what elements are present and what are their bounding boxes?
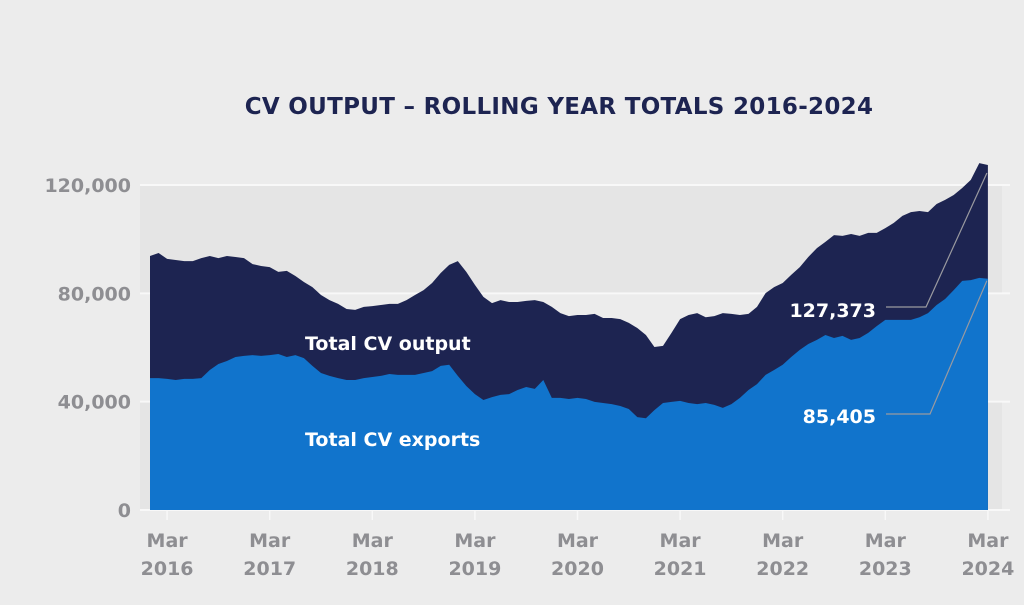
- x-tick-label-year: 2018: [346, 558, 399, 580]
- series-label-exports: Total CV exports: [305, 429, 480, 451]
- x-tick-label-year: 2016: [141, 558, 194, 580]
- series-label-output: Total CV output: [305, 333, 471, 355]
- y-tick-label: 0: [118, 500, 131, 522]
- x-tick-label-year: 2024: [961, 558, 1014, 580]
- leader-line-output: [886, 172, 988, 308]
- chart-title: CV OUTPUT – ROLLING YEAR TOTALS 2016-202…: [245, 94, 874, 120]
- plot-area: [150, 163, 988, 510]
- y-tick-label: 120,000: [44, 175, 131, 197]
- annotation-output-value: 127,373: [789, 300, 876, 322]
- x-tick-label-month: Mar: [557, 530, 599, 552]
- area-total-cv-exports: [150, 277, 988, 510]
- x-tick-label-month: Mar: [352, 530, 394, 552]
- x-tick-label-year: 2021: [654, 558, 707, 580]
- annotations: 127,373 85,405: [789, 172, 988, 428]
- x-tick-label-month: Mar: [660, 530, 702, 552]
- x-tick-label-month: Mar: [454, 530, 496, 552]
- x-tick-label-month: Mar: [865, 530, 907, 552]
- leader-line-exports: [886, 280, 988, 415]
- x-tick-label-year: 2019: [448, 558, 501, 580]
- x-axis: Mar 2016 Mar 2017 Mar 2018 Mar 2019 Mar 2020 Mar 20…: [141, 511, 1014, 580]
- x-tick-label-year: 2017: [243, 558, 296, 580]
- x-tick-label-month: Mar: [249, 530, 291, 552]
- annotation-exports-value: 85,405: [803, 406, 876, 428]
- y-tick-label: 80,000: [58, 283, 131, 305]
- y-tick-label: 40,000: [58, 392, 131, 414]
- y-axis: 0 40,000 80,000 120,000: [44, 175, 131, 522]
- x-tick-label-year: 2023: [859, 558, 912, 580]
- x-tick-label-month: Mar: [762, 530, 804, 552]
- x-tick-label-year: 2022: [756, 558, 809, 580]
- x-tick-label-month: Mar: [147, 530, 189, 552]
- x-tick-label-year: 2020: [551, 558, 604, 580]
- x-tick-label-month: Mar: [967, 530, 1009, 552]
